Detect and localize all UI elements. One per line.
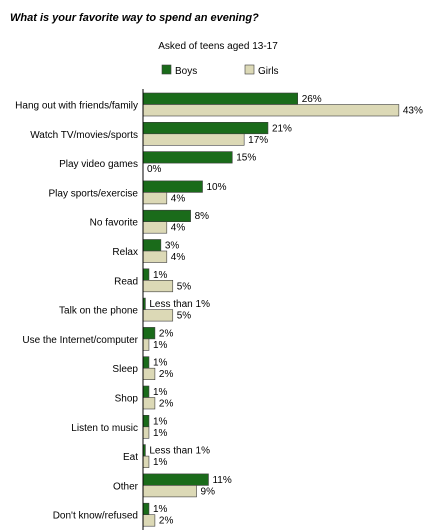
category-group: Watch TV/movies/sports 21% 17% — [30, 122, 292, 146]
bar-girls — [142, 426, 150, 439]
bar-boys — [142, 122, 269, 135]
category-label: Hang out with friends/family — [15, 101, 138, 112]
category-group: Talk on the phone Less than 1%5% — [59, 297, 210, 322]
data-label-girls: 4% — [171, 223, 186, 234]
category-label: Eat — [123, 452, 138, 463]
bar-boys — [142, 473, 209, 486]
bar-boys — [142, 151, 233, 164]
data-label-boys: 1% — [153, 358, 168, 369]
data-label-girls: 43% — [403, 106, 423, 117]
data-label-boys: 1% — [153, 270, 168, 281]
category-group: Don't know/refused 1%2% — [53, 502, 174, 527]
category-label: Play sports/exercise — [49, 188, 139, 199]
data-label-boys: 26% — [302, 94, 322, 105]
data-label-boys: 1% — [153, 416, 168, 427]
bar-girls — [142, 514, 156, 527]
bar-boys — [142, 356, 150, 369]
bar-boys — [142, 239, 162, 252]
category-label: Play video games — [59, 159, 138, 170]
data-label-girls: 1% — [153, 340, 168, 351]
data-label-girls: 2% — [159, 516, 174, 527]
bar-boys — [142, 268, 150, 281]
data-label-boys: 11% — [212, 475, 231, 486]
bar-boys — [142, 209, 191, 222]
data-label-girls: 1% — [153, 428, 168, 439]
legend-swatch-girls — [244, 64, 255, 75]
bar-girls — [142, 485, 197, 498]
category-label: Talk on the phone — [59, 306, 138, 317]
bar-boys — [142, 327, 156, 340]
data-label-boys: 1% — [153, 387, 168, 398]
plot-area: Hang out with friends/family 26% 43% Watch … — [15, 89, 423, 530]
data-label-girls: 2% — [159, 369, 174, 380]
category-group: Read 1% 5% — [114, 268, 192, 293]
bar-girls — [142, 397, 156, 410]
category-group: Listen to music 1%1% — [71, 414, 168, 439]
bar-girls — [142, 455, 150, 468]
data-label-girls: 4% — [171, 193, 186, 204]
data-label-boys: 3% — [165, 241, 180, 252]
data-label-boys: 10% — [207, 182, 227, 193]
data-label-girls: 1% — [153, 457, 168, 468]
bar-girls — [142, 221, 168, 234]
category-label: Watch TV/movies/sports — [30, 130, 138, 141]
category-label: No favorite — [90, 218, 139, 229]
bar-boys — [142, 385, 150, 398]
legend-swatch-boys — [161, 64, 172, 75]
bar-boys — [142, 502, 150, 516]
data-label-girls: 0% — [147, 164, 162, 175]
category-label: Relax — [112, 247, 138, 258]
bar-boys — [142, 180, 203, 193]
data-label-girls: 2% — [159, 399, 174, 410]
data-label-girls: 5% — [177, 311, 192, 322]
category-label: Other — [113, 481, 139, 492]
category-label: Sleep — [112, 364, 138, 375]
data-label-boys: 2% — [159, 328, 174, 339]
data-label-boys: Less than 1% — [149, 446, 210, 457]
bar-girls — [142, 309, 174, 322]
legend-label-girls: Girls — [258, 66, 279, 77]
bar-girls — [142, 192, 168, 205]
category-group: Relax 3%4% — [112, 239, 186, 263]
category-group: Play video games 15% 0% — [59, 151, 256, 175]
data-label-girls: 4% — [171, 252, 186, 263]
category-group: Shop 1%2% — [115, 385, 174, 410]
chart-subtitle: Asked of teens aged 13-17 — [158, 41, 278, 52]
bar-girls — [142, 250, 168, 263]
category-group: Other 11%9% — [113, 473, 232, 498]
data-label-girls: 9% — [201, 486, 216, 497]
category-group: Play sports/exercise 10% 4% — [49, 180, 227, 205]
bar-girls — [142, 133, 245, 146]
bar-girls — [142, 338, 150, 351]
category-group: No favorite 8% 4% — [90, 209, 210, 234]
data-label-boys: Less than 1% — [149, 299, 210, 310]
category-label: Don't know/refused — [53, 511, 138, 522]
data-label-boys: 21% — [272, 123, 292, 134]
category-label: Use the Internet/computer — [22, 335, 138, 346]
data-label-boys: 1% — [153, 504, 168, 515]
category-label: Read — [114, 276, 138, 287]
bar-girls — [142, 279, 174, 293]
bar-boys — [142, 92, 298, 105]
chart-title: What is your favorite way to spend an ev… — [10, 12, 259, 24]
data-label-boys: 8% — [195, 211, 210, 222]
bar-boys — [142, 414, 150, 428]
category-label: Listen to music — [71, 423, 138, 434]
data-label-girls: 17% — [248, 135, 268, 146]
bar-girls — [142, 367, 156, 381]
bar-girls — [142, 104, 400, 117]
category-label: Shop — [115, 394, 139, 405]
category-group: Eat Less than 1%1% — [123, 444, 210, 468]
category-group: Use the Internet/computer 2%1% — [22, 327, 173, 351]
legend-label-boys: Boys — [175, 66, 197, 77]
category-group: Hang out with friends/family 26% 43% — [15, 92, 423, 117]
data-label-girls: 5% — [177, 281, 192, 292]
data-label-boys: 15% — [236, 153, 256, 164]
